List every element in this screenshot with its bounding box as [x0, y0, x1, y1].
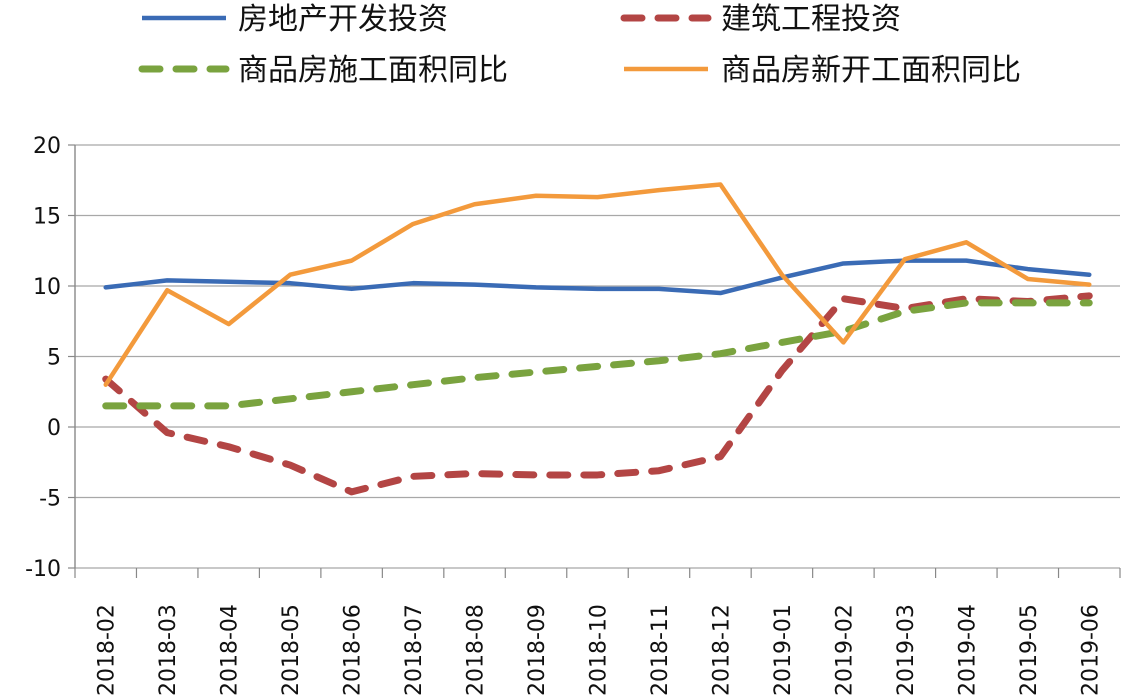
y-tick-label: 0: [47, 416, 61, 441]
y-tick-label: 10: [33, 275, 61, 300]
x-tick-label: 2019-02: [832, 604, 857, 696]
legend-item: 商品房施工面积同比: [138, 53, 508, 88]
legend-item: 建筑工程投资: [620, 2, 901, 37]
x-tick-label: 2018-04: [218, 604, 243, 696]
series-line-2: [102, 299, 1093, 410]
x-tick-label: 2018-11: [648, 604, 673, 696]
legend-label: 商品房新开工面积同比: [721, 53, 1021, 88]
x-tick-label: 2018-07: [402, 604, 427, 696]
x-tick-label: 2019-04: [955, 604, 980, 696]
x-tick-label: 2018-03: [156, 604, 181, 696]
x-tick-label: 2018-02: [95, 604, 120, 696]
x-tick-label: 2019-06: [1078, 604, 1103, 696]
legend-label: 商品房施工面积同比: [238, 53, 508, 88]
y-tick-label: 5: [47, 346, 61, 371]
x-axis-ticks: 2018-02 2018-03 2018-04 2018-05 2018-06 2018-…: [74, 568, 1121, 696]
x-tick-label: 2018-12: [709, 604, 734, 696]
series-line-0: [103, 258, 1092, 296]
x-tick-label: 2018-10: [587, 604, 612, 696]
x-tick-label: 2019-05: [1017, 604, 1042, 696]
grid-lines: [75, 144, 1120, 569]
series-line-3: [103, 182, 1092, 387]
y-tick-label: -5: [39, 487, 61, 512]
legend-item: 房地产开发投资: [142, 2, 448, 37]
y-axis-ticks: 20 15 10 5 0 -5 -10: [25, 134, 75, 582]
series-lines: [102, 182, 1093, 496]
legend-item: 商品房新开工面积同比: [624, 53, 1021, 88]
x-tick-label: 2019-03: [894, 604, 919, 696]
legend-label: 建筑工程投资: [721, 2, 901, 37]
legend-label: 房地产开发投资: [238, 2, 448, 37]
y-tick-label: 15: [33, 205, 61, 230]
x-tick-label: 2018-06: [341, 604, 366, 696]
x-tick-label: 2018-08: [464, 604, 489, 696]
y-tick-label: -10: [25, 557, 61, 582]
x-tick-label: 2018-09: [525, 604, 550, 696]
y-tick-label: 20: [33, 134, 61, 159]
x-tick-label: 2019-01: [771, 604, 796, 696]
x-tick-label: 2018-05: [279, 604, 304, 696]
